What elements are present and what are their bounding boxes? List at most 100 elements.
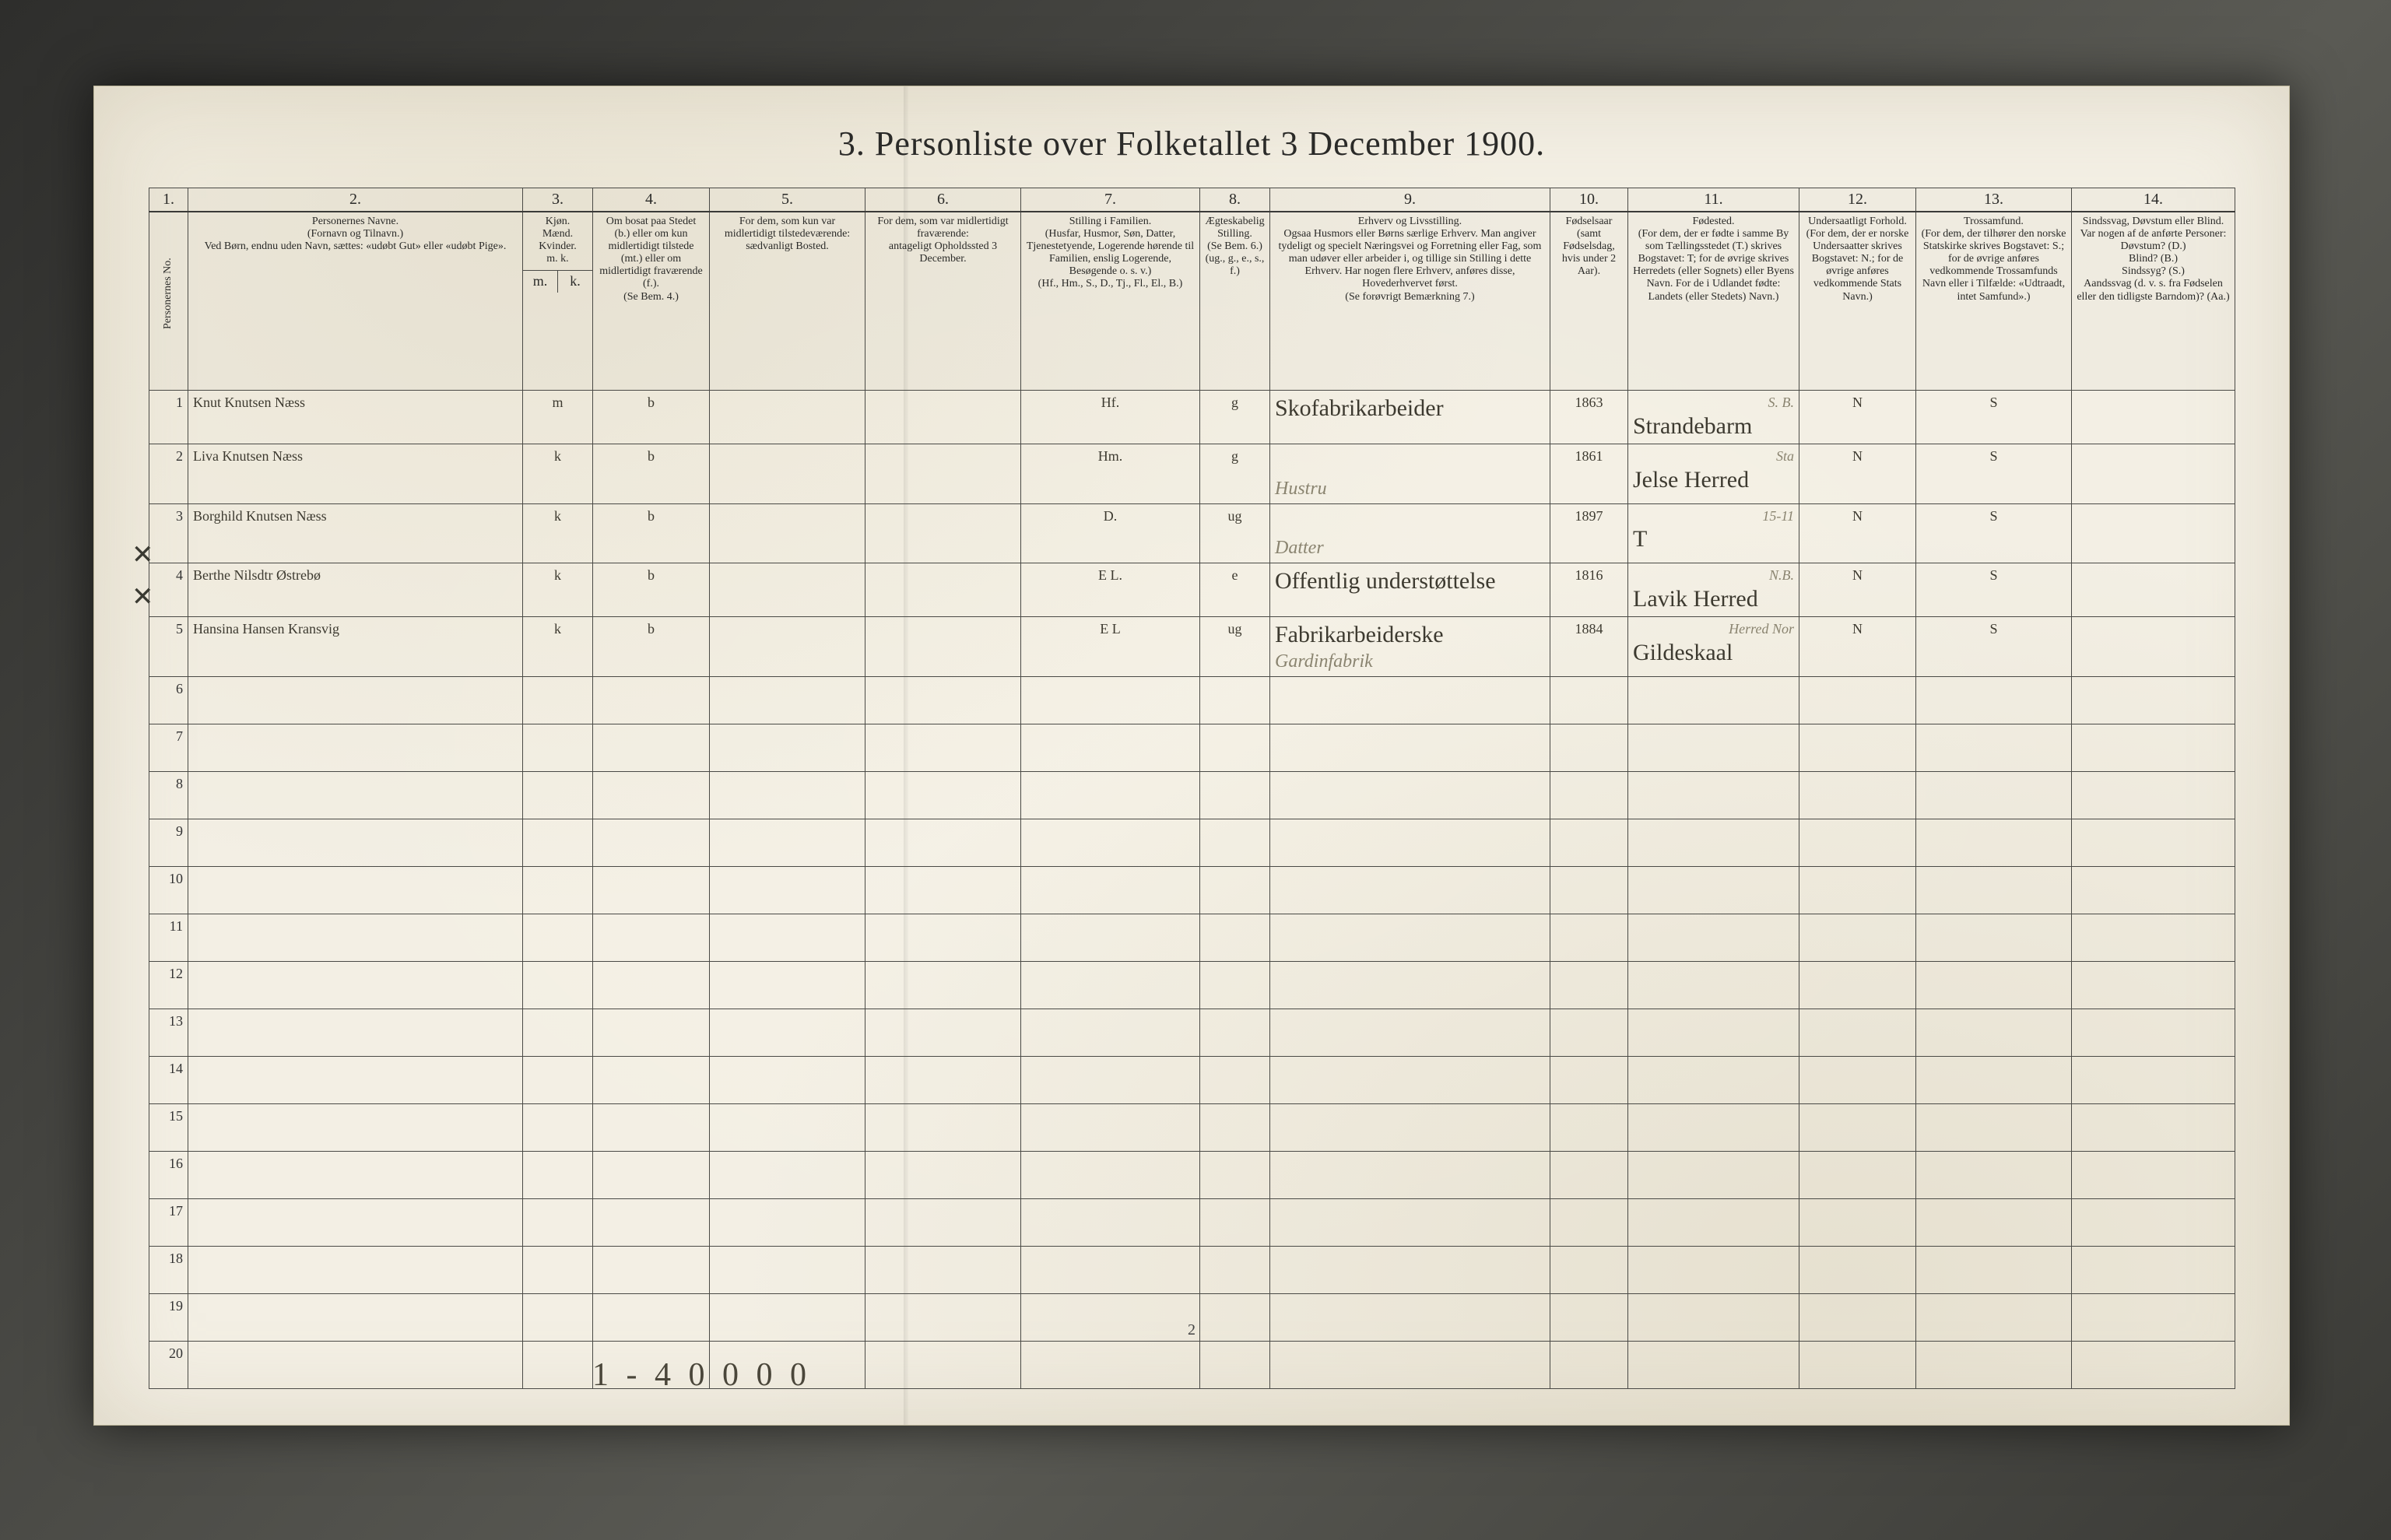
cell-empty — [1799, 676, 1916, 724]
cell-name: Berthe Nilsdtr Østrebø — [188, 563, 523, 617]
bottom-handwritten-note: 1 - 4 0 0 0 0 — [592, 1356, 811, 1394]
hdr-10-text: Fødselsaar (samt Fødselsdag, hvis under … — [1555, 216, 1623, 278]
cell-empty — [710, 724, 865, 771]
cell-empty — [1021, 961, 1200, 1009]
cell-birth-year: 1884 — [1550, 617, 1628, 677]
colnum-5: 5. — [710, 188, 865, 212]
cell-empty — [593, 1056, 710, 1103]
colnum-8: 8. — [1200, 188, 1270, 212]
cell-empty — [1799, 1009, 1916, 1056]
cell-nationality: N — [1799, 391, 1916, 444]
cell-empty — [523, 1293, 593, 1341]
hdr-11-text: Fødested. (For dem, der er fødte i samme… — [1633, 216, 1794, 303]
hdr-9-text: Erhverv og Livsstilling. Ogsaa Husmors e… — [1275, 216, 1545, 303]
row-4-x-mark: ✕ — [132, 539, 154, 570]
hdr-12-text: Undersaatligt Forhold. (For dem, der er … — [1804, 216, 1911, 303]
cell-residence: b — [593, 391, 710, 444]
row-number: 14 — [149, 1056, 188, 1103]
cell-sex: k — [523, 503, 593, 563]
row-number: 20 — [149, 1341, 188, 1388]
cell-name: Liva Knutsen Næss — [188, 444, 523, 504]
cell-birthplace: 15-11T — [1628, 503, 1799, 563]
cell-empty — [1550, 676, 1628, 724]
cell-empty — [593, 1246, 710, 1293]
cell-civil-status: ug — [1200, 617, 1270, 677]
table-row-empty: 12 — [149, 961, 2235, 1009]
cell-empty — [1916, 819, 2072, 866]
cell-empty — [523, 1198, 593, 1246]
cell-empty — [1799, 1341, 1916, 1388]
cell-empty — [593, 771, 710, 819]
row-number: 15 — [149, 1103, 188, 1151]
hdr-13: Trossamfund. (For dem, der tilhører den … — [1916, 212, 2072, 391]
cell-empty — [1270, 1198, 1550, 1246]
cell-empty — [188, 1246, 523, 1293]
table-row-empty: 8 — [149, 771, 2235, 819]
table-row: 1Knut Knutsen NæssmbHf.gSkofabrikarbeide… — [149, 391, 2235, 444]
cell-empty — [1799, 771, 1916, 819]
document-page: 3. Personliste over Folketallet 3 Decemb… — [93, 86, 2290, 1426]
colnum-14: 14. — [2072, 188, 2235, 212]
cell-empty — [1200, 961, 1270, 1009]
cell-empty — [1628, 1341, 1799, 1388]
cell-empty — [1628, 866, 1799, 914]
cell-disability — [2072, 617, 2235, 677]
colnum-9: 9. — [1270, 188, 1550, 212]
column-number-row: 1. 2. 3. 4. 5. 6. 7. 8. 9. 10. 11. 12. 1… — [149, 188, 2235, 212]
cell-empty — [1021, 819, 1200, 866]
cell-temp-present — [710, 391, 865, 444]
row-number: 5 — [149, 617, 188, 677]
cell-nationality: N — [1799, 617, 1916, 677]
cell-empty — [1270, 961, 1550, 1009]
cell-empty — [523, 819, 593, 866]
cell-empty — [710, 1293, 865, 1341]
colnum-12: 12. — [1799, 188, 1916, 212]
cell-empty — [1550, 1293, 1628, 1341]
cell-empty — [865, 961, 1021, 1009]
cell-empty — [1021, 771, 1200, 819]
row-number: 8 — [149, 771, 188, 819]
cell-empty — [1200, 1056, 1270, 1103]
table-row-empty: 13 — [149, 1009, 2235, 1056]
cell-empty — [865, 819, 1021, 866]
cell-empty — [865, 914, 1021, 961]
cell-empty — [865, 771, 1021, 819]
cell-empty — [2072, 1246, 2235, 1293]
cell-empty — [1200, 819, 1270, 866]
cell-empty — [865, 866, 1021, 914]
cell-empty — [2072, 1056, 2235, 1103]
cell-empty — [523, 1341, 593, 1388]
cell-empty — [1200, 676, 1270, 724]
cell-name: Borghild Knutsen Næss — [188, 503, 523, 563]
cell-sex: k — [523, 563, 593, 617]
row-number: 13 — [149, 1009, 188, 1056]
cell-name: Hansina Hansen Kransvig — [188, 617, 523, 677]
cell-empty — [1799, 724, 1916, 771]
hdr-5: For dem, som kun var midlertidigt tilste… — [710, 212, 865, 391]
cell-empty — [1799, 914, 1916, 961]
cell-empty — [523, 1151, 593, 1198]
cell-empty — [1916, 1293, 2072, 1341]
cell-empty — [1550, 1246, 1628, 1293]
row-number: 18 — [149, 1246, 188, 1293]
cell-empty — [1916, 724, 2072, 771]
cell-faith: S — [1916, 391, 2072, 444]
cell-birth-year: 1863 — [1550, 391, 1628, 444]
cell-empty — [188, 1293, 523, 1341]
cell-empty — [865, 1246, 1021, 1293]
cell-empty — [710, 819, 865, 866]
cell-empty — [1270, 1246, 1550, 1293]
cell-occupation: Offentlig understøttelse — [1270, 563, 1550, 617]
row-number: 4 — [149, 563, 188, 617]
cell-empty — [1916, 1198, 2072, 1246]
hdr-4-text: Om bosat paa Stedet (b.) eller om kun mi… — [598, 216, 704, 303]
hdr-5-text: For dem, som kun var midlertidigt tilste… — [714, 216, 860, 253]
cell-civil-status: g — [1200, 444, 1270, 504]
cell-residence: b — [593, 444, 710, 504]
cell-empty — [593, 1293, 710, 1341]
row-number: 3 — [149, 503, 188, 563]
cell-empty — [1799, 1103, 1916, 1151]
cell-empty — [523, 1103, 593, 1151]
cell-empty — [1799, 1293, 1916, 1341]
hdr-3-sub: m.k. — [523, 270, 592, 293]
